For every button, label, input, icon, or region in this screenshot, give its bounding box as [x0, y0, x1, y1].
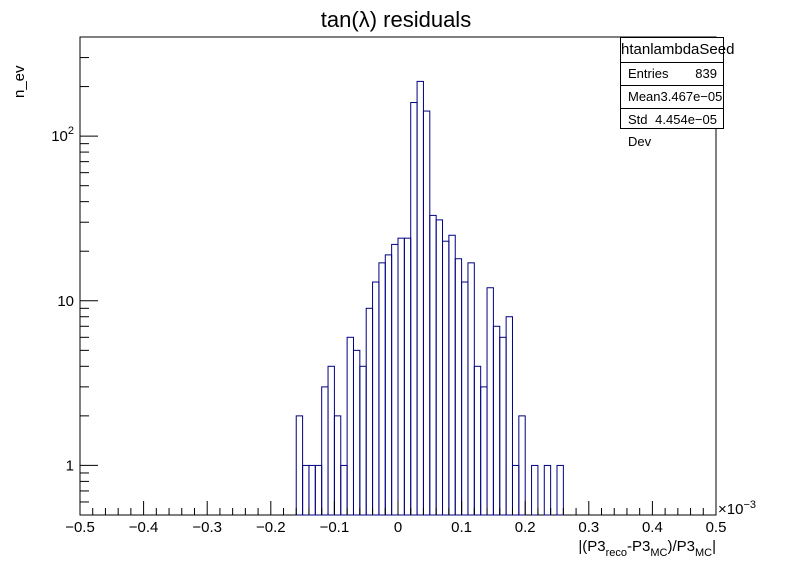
x-tick-label: −0.1	[320, 519, 350, 536]
stats-row-mean: Mean 3.467e−05	[621, 85, 723, 108]
y-tick-label: 1	[66, 457, 74, 474]
histogram-bar	[410, 102, 418, 516]
histogram-bar	[403, 237, 412, 516]
histogram-bar	[314, 464, 323, 516]
histogram-bar	[435, 219, 444, 516]
histogram-bar	[295, 415, 304, 516]
x-tick-label: −0.4	[129, 519, 159, 536]
x-tick-label: 0.1	[451, 519, 472, 536]
stats-label: Entries	[628, 66, 669, 81]
histogram-bar	[422, 110, 431, 516]
histogram-bar	[372, 281, 380, 516]
stats-value: 4.454e−05	[655, 112, 717, 127]
histogram-bar	[499, 336, 507, 516]
histogram-bar	[505, 316, 513, 516]
y-tick-label: 10	[57, 293, 74, 310]
histogram-bar	[442, 240, 450, 516]
stats-value: 839	[695, 66, 717, 81]
y-axis: 1 10 102	[51, 36, 98, 516]
x-axis-label: |(P3reco-P3MC)/P3MC|	[578, 538, 716, 559]
histogram-bar	[556, 464, 564, 516]
y-axis-label: n_ev	[11, 65, 28, 98]
stats-value: 3.467e−05	[660, 89, 723, 104]
histogram-bar	[346, 336, 354, 516]
histogram-bar	[486, 287, 494, 516]
histogram-bar	[511, 464, 520, 516]
stats-row-entries: Entries 839	[621, 63, 723, 85]
histogram-bar	[365, 307, 374, 516]
histogram-bar	[302, 464, 310, 516]
histogram-bar	[397, 237, 405, 516]
x-axis: −0.5 −0.4 −0.3 −0.2 −0.1 0 0.1 0.2 0.3 0.4 0.5	[65, 501, 726, 536]
histogram-bar	[340, 464, 348, 516]
histogram-bar	[352, 349, 361, 516]
histogram-bar	[321, 386, 329, 516]
histogram-bar	[429, 214, 437, 516]
histogram-bars	[295, 80, 564, 516]
y-tick-label: 102	[51, 125, 74, 145]
histogram-bar	[461, 281, 469, 516]
histogram-bar	[308, 464, 316, 516]
histogram-bar	[454, 258, 463, 516]
stats-title: htanlambdaSeed	[621, 38, 734, 63]
histogram-bar	[384, 254, 393, 516]
histogram-bar	[378, 262, 386, 516]
x-tick-label: 0	[394, 519, 402, 536]
histogram-bar	[543, 464, 552, 516]
histogram-bar	[480, 386, 488, 516]
x-tick-label: −0.5	[65, 519, 95, 536]
histogram-bar	[531, 464, 539, 516]
histogram-bar	[448, 234, 456, 516]
stats-label: Mean	[628, 89, 661, 104]
histogram-bar	[359, 365, 367, 516]
stats-box: htanlambdaSeed Entries 839 Mean 3.467e−0…	[620, 37, 734, 149]
x-axis-multiplier: ×10−3	[718, 499, 756, 518]
x-tick-label: 0.3	[578, 519, 599, 536]
x-tick-label: 0.5	[706, 519, 727, 536]
x-tick-label: 0.4	[642, 519, 663, 536]
stats-label: Std Dev	[628, 112, 652, 149]
chart-title: tan(λ) residuals	[321, 7, 471, 32]
histogram-bar	[391, 243, 399, 516]
histogram-bar	[327, 365, 335, 516]
x-tick-label: −0.3	[192, 519, 222, 536]
histogram-bar	[416, 80, 424, 516]
histogram-bar	[467, 262, 475, 516]
histogram-bar	[333, 415, 342, 516]
histogram-bar	[473, 365, 482, 516]
stats-row-stddev: Std Dev 4.454e−05	[621, 108, 723, 149]
histogram-bar	[518, 415, 526, 516]
x-tick-label: −0.2	[256, 519, 286, 536]
x-tick-label: 0.2	[515, 519, 536, 536]
histogram-bar	[492, 325, 501, 516]
